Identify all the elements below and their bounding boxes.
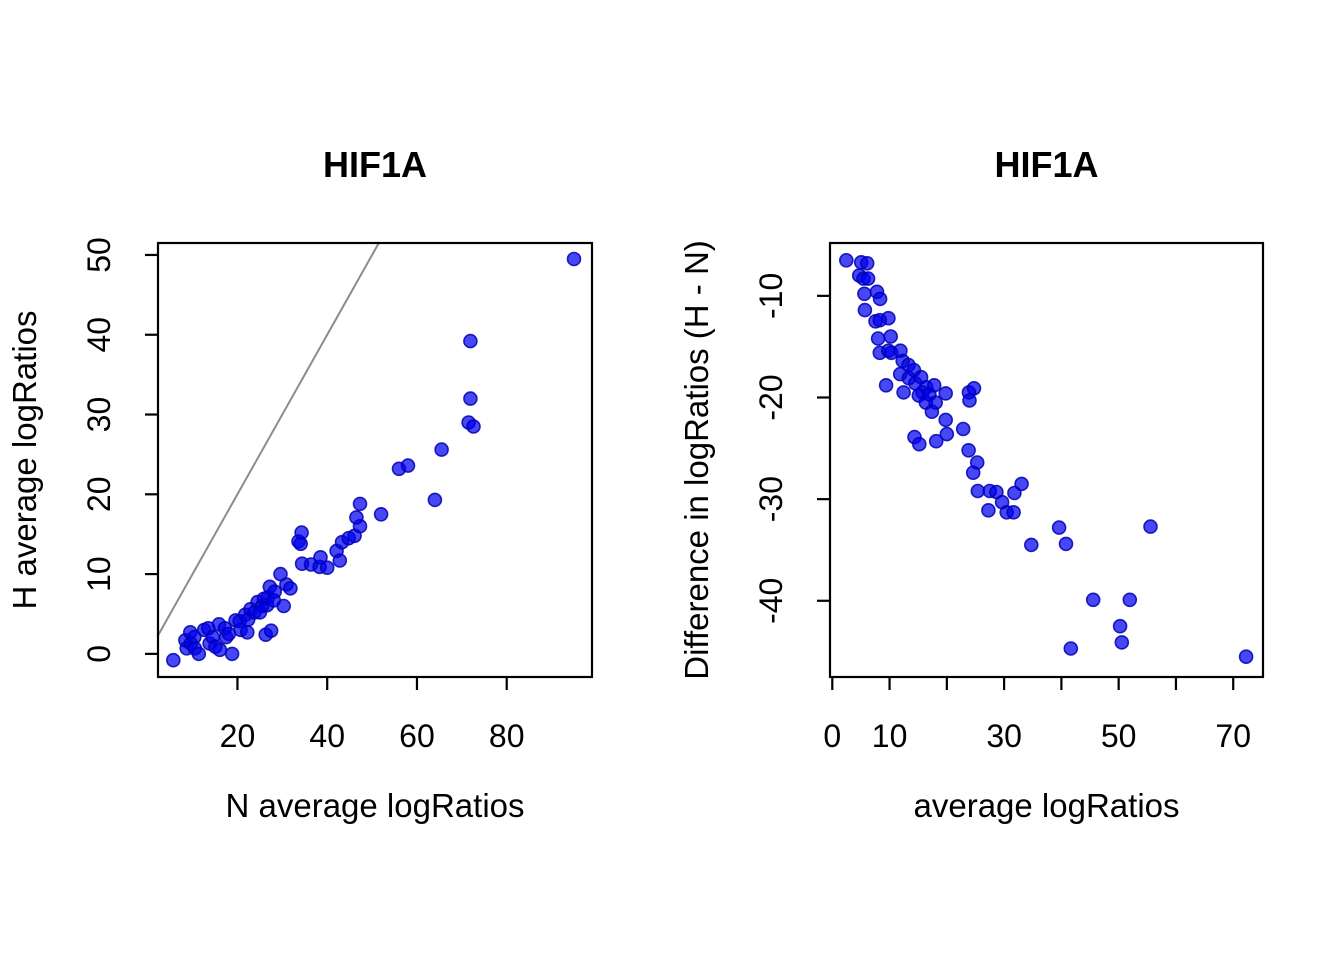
data-point — [928, 433, 944, 449]
data-point — [981, 502, 996, 518]
data-point — [1063, 641, 1079, 656]
data-point — [352, 496, 368, 512]
data-point — [878, 377, 894, 393]
points-layer — [838, 252, 1254, 665]
x-tick-label: 0 — [823, 718, 841, 754]
data-point — [263, 623, 279, 639]
panel-title: HIF1A — [323, 144, 427, 185]
x-axis-label: N average logRatios — [226, 787, 525, 824]
data-point — [313, 549, 328, 565]
panel-title: HIF1A — [994, 144, 1098, 185]
data-point — [955, 421, 971, 437]
data-point — [938, 386, 954, 401]
data-point — [872, 291, 888, 307]
data-point — [883, 329, 899, 344]
data-point — [1085, 592, 1101, 608]
plot-box — [828, 241, 1265, 679]
plot-box — [156, 241, 594, 679]
data-point — [962, 393, 977, 408]
y-tick-label: -10 — [753, 273, 789, 319]
data-point — [240, 624, 255, 640]
data-point — [294, 525, 309, 540]
scatter-panel-left: HIF1A 20 40 60 80 0 10 20 30 40 50 N average logRat… — [6, 144, 594, 824]
data-point — [859, 255, 875, 271]
y-tick-label: 50 — [81, 237, 117, 273]
identity-line — [157, 242, 380, 637]
data-point — [1024, 537, 1039, 553]
data-point — [212, 642, 228, 658]
x-tick-label: 60 — [399, 718, 435, 754]
data-point — [466, 419, 481, 434]
x-tick-label: 70 — [1215, 718, 1251, 754]
data-point — [434, 442, 449, 457]
data-point — [838, 252, 854, 268]
data-point — [349, 510, 364, 525]
x-axis-label: average logRatios — [914, 787, 1180, 824]
data-point — [881, 310, 896, 326]
data-point — [1014, 476, 1029, 492]
data-point — [1122, 592, 1138, 608]
data-point — [1112, 618, 1128, 634]
y-tick-label: 10 — [81, 556, 117, 592]
x-tick-label: 10 — [872, 718, 908, 754]
x-tick-label: 40 — [309, 718, 345, 754]
data-point — [924, 404, 940, 420]
data-point — [283, 581, 298, 596]
data-point — [911, 436, 927, 452]
data-point — [1238, 649, 1254, 665]
data-point — [166, 652, 181, 668]
y-tick-label: 0 — [81, 645, 117, 663]
x-tick-label: 30 — [986, 718, 1022, 754]
y-axis-label: Difference in logRatios (H - N) — [678, 240, 715, 680]
points-layer — [166, 251, 582, 668]
data-point — [427, 492, 443, 508]
y-tick-label: -30 — [753, 476, 789, 522]
y-axis-label: H average logRatios — [6, 311, 43, 610]
data-point — [857, 286, 872, 302]
x-tick-label: 50 — [1101, 718, 1137, 754]
y-tick-label: 20 — [81, 477, 117, 513]
data-point — [373, 506, 389, 522]
data-point — [1143, 519, 1158, 534]
y-tick-label: -20 — [753, 374, 789, 420]
data-point — [896, 385, 911, 400]
data-point — [463, 391, 478, 406]
data-point — [970, 483, 986, 499]
data-point — [939, 426, 955, 442]
data-point — [224, 646, 240, 662]
data-point — [969, 455, 985, 470]
x-tick-label: 20 — [220, 718, 256, 754]
x-tick-label: 80 — [489, 718, 525, 754]
data-point — [276, 598, 292, 614]
data-point — [966, 380, 982, 396]
y-tick-label: -40 — [753, 578, 789, 624]
data-point — [1006, 504, 1021, 520]
data-point — [938, 412, 954, 428]
data-point — [566, 251, 582, 267]
data-point — [860, 271, 876, 286]
data-point — [463, 333, 478, 349]
data-point — [1114, 635, 1130, 650]
data-point — [1058, 536, 1074, 552]
data-point — [191, 646, 207, 662]
data-point — [870, 331, 886, 346]
data-point — [857, 302, 873, 318]
data-point — [961, 442, 976, 458]
data-point — [400, 458, 416, 473]
y-tick-label: 30 — [81, 397, 117, 433]
scatter-panel-right: HIF1A 0 10 30 50 70 -40 -30 -20 -10 average logRat… — [678, 144, 1265, 824]
data-point — [926, 377, 942, 393]
y-tick-label: 40 — [81, 317, 117, 353]
data-point — [1051, 520, 1067, 535]
data-point — [319, 560, 335, 576]
